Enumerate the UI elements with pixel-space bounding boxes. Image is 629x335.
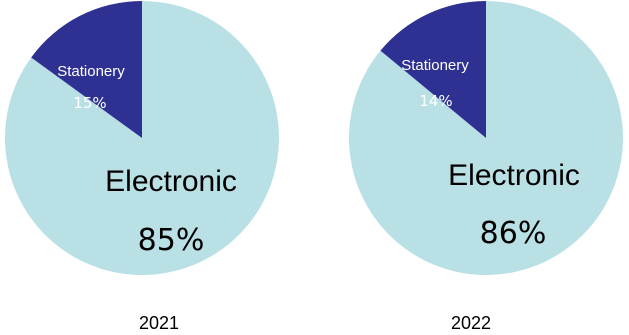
pie-chart-2021: Electronic 85% Stationery 15% 2021 <box>4 0 279 333</box>
slice-value-stationery-2022: 14% <box>419 92 452 110</box>
slice-electronic-2022 <box>348 1 623 275</box>
pie-title-2022: 2022 <box>451 313 491 333</box>
slice-value-electronic-2021: 85% <box>138 223 205 258</box>
slice-value-stationery-2021: 15% <box>73 94 106 112</box>
slice-label-stationery-2021: Stationery <box>57 63 125 80</box>
slice-label-electronic-2022: Electronic <box>448 159 580 192</box>
slice-label-stationery-2022: Stationery <box>401 57 469 74</box>
slice-stationery-2022 <box>380 1 486 138</box>
pie-chart-2022: Electronic 86% Stationery 14% 2022 <box>348 1 623 333</box>
slice-value-electronic-2022: 86% <box>480 216 547 251</box>
pie-title-2021: 2021 <box>139 313 179 333</box>
slice-label-electronic-2021: Electronic <box>105 165 237 198</box>
slice-electronic-2021 <box>4 1 279 276</box>
slice-stationery-2021 <box>31 0 142 138</box>
